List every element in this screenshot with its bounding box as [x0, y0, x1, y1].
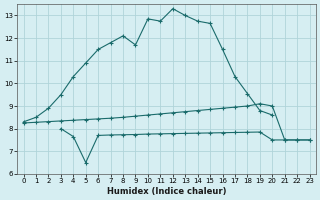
- X-axis label: Humidex (Indice chaleur): Humidex (Indice chaleur): [107, 187, 226, 196]
